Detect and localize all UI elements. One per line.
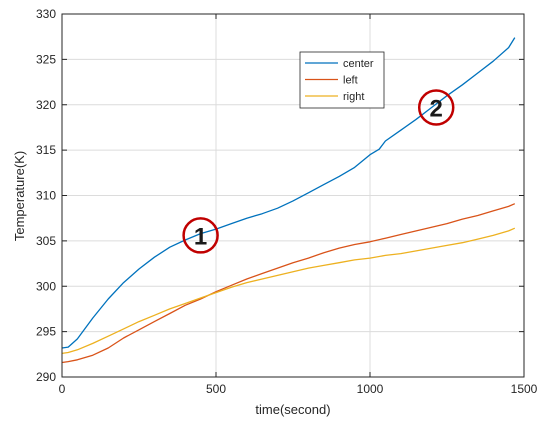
ticks: [61, 13, 525, 378]
annotations: 12: [182, 89, 455, 254]
y-axis-label: Temperature(K): [12, 151, 27, 241]
y-tick-label: 305: [36, 234, 56, 248]
y-tick-labels: 290 295 300 305 310 315 320 325 330: [36, 7, 56, 384]
y-tick-label: 295: [36, 325, 56, 339]
annotation-label-1: 1: [194, 223, 207, 250]
x-tick-labels: 0 500 1000 1500: [59, 382, 538, 396]
annotation-circle-1: [182, 217, 219, 254]
legend-label-right: right: [343, 91, 364, 103]
series-line-right: [61, 227, 516, 355]
x-tick-label: 500: [206, 382, 226, 396]
series-line-left: [61, 203, 516, 364]
y-tick-label: 290: [36, 370, 56, 384]
x-tick-label: 1000: [357, 382, 384, 396]
y-tick-label: 320: [36, 98, 56, 112]
legend-items: center left right: [305, 58, 374, 103]
legend-label-left: left: [343, 75, 358, 87]
y-tick-label: 325: [36, 52, 56, 66]
series-line-center: [61, 37, 516, 349]
annotation-label-2: 2: [430, 95, 443, 122]
x-axis-label: time(second): [255, 402, 330, 417]
y-tick-label: 310: [36, 189, 56, 203]
legend-label-center: center: [343, 58, 374, 70]
y-tick-label: 300: [36, 279, 56, 293]
y-tick-label: 315: [36, 143, 56, 157]
annotation-circle-2: [417, 89, 455, 126]
x-tick-label: 1500: [511, 382, 538, 396]
legend: center left right: [299, 51, 385, 109]
x-tick-label: 0: [59, 382, 66, 396]
series-lines: [61, 37, 516, 364]
y-tick-label: 330: [36, 7, 56, 21]
